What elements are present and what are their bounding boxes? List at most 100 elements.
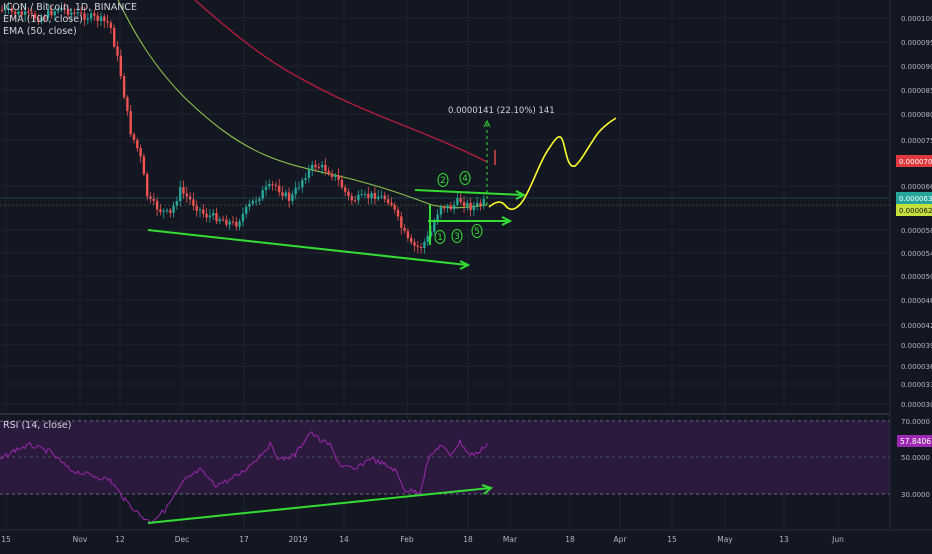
lower-trendline[interactable] — [147, 229, 468, 266]
price-axis[interactable] — [890, 0, 932, 530]
candle-body — [182, 187, 185, 194]
candle-body — [443, 207, 446, 209]
candle-body — [30, 12, 33, 14]
candle-body — [132, 134, 136, 140]
candle-body — [103, 16, 106, 22]
wave-1-marker[interactable] — [434, 230, 446, 244]
rsi-trendline[interactable] — [147, 484, 493, 524]
candle-body — [278, 185, 281, 193]
candle-body — [291, 194, 294, 201]
wave-labels[interactable] — [434, 171, 483, 244]
rsi-badge-value: 57.8406 — [900, 437, 931, 446]
candle-body — [116, 46, 119, 56]
candle-body — [307, 169, 311, 179]
candle-body — [212, 213, 215, 216]
time-tick-label: 15 — [667, 535, 677, 544]
price-tick-label: 0.0000330 — [901, 381, 932, 389]
candle-body — [73, 12, 76, 14]
candle-body — [380, 195, 383, 197]
candle-body — [136, 139, 139, 149]
candle-body — [287, 192, 291, 201]
candle-body — [53, 11, 56, 16]
candle-body — [396, 209, 400, 217]
chart-legend: ICON / Bitcoin, 1D, BINANCE EMA (100, cl… — [3, 2, 137, 38]
time-axis[interactable]: 15 Nov 12 Dec 17 2019 14 Feb 18 Mar 18 Apr 15 May 13 Ju… — [1, 535, 844, 544]
projection-path[interactable] — [488, 117, 617, 211]
wave-2-marker[interactable] — [437, 173, 449, 187]
wave-4-marker[interactable] — [459, 171, 471, 185]
candle-body — [172, 205, 175, 213]
candle-body — [353, 200, 357, 202]
wave-5-marker[interactable] — [471, 224, 483, 238]
rsi-legend[interactable]: RSI (14, close) — [3, 420, 72, 431]
channel-upper-line[interactable] — [414, 189, 524, 196]
candle-body — [10, 8, 14, 12]
candle-body — [251, 200, 254, 204]
price-axis-ticks: 0.0001000 0.0000950 0.0000900 0.0000850 0.00… — [901, 15, 932, 409]
candle-body — [63, 8, 66, 10]
ema50-legend[interactable]: EMA (50, close) — [3, 26, 77, 37]
channel-lower-arrowhead — [501, 216, 513, 226]
rsi-divergence-line[interactable] — [147, 487, 491, 524]
price-badge-value: 0.0000637 — [899, 195, 932, 203]
candle-body — [324, 164, 327, 172]
price-tick-label: 0.0000302 — [901, 401, 932, 409]
rsi-line[interactable] — [0, 430, 488, 525]
price-tick-label: 0.0000750 — [901, 137, 932, 145]
time-tick-label: Mar — [503, 535, 518, 544]
wave-3-label: 3 — [454, 232, 460, 242]
candle-body — [367, 194, 370, 198]
price-tick-label: 0.0000580 — [901, 227, 932, 235]
ema100-line[interactable] — [194, 0, 488, 163]
candle-body — [317, 167, 320, 169]
candle-body — [320, 164, 324, 168]
candle-body — [261, 190, 264, 199]
price-tick-label: 0.0000950 — [901, 39, 932, 47]
price-tick-label: 0.0000660 — [901, 183, 932, 191]
rsi-badge-bg — [897, 435, 932, 447]
candle-body — [284, 192, 287, 197]
candle-body — [423, 241, 426, 248]
candle-body — [20, 11, 23, 15]
candle-body — [403, 227, 406, 231]
candle-body — [258, 198, 261, 201]
candle-body — [159, 209, 162, 212]
price-badge-value: 0.0000624 — [899, 207, 932, 215]
candle-body — [23, 11, 27, 15]
candle-body — [334, 175, 337, 178]
wave-3-marker[interactable] — [451, 229, 463, 243]
rsi-tick-label: 30.0000 — [901, 491, 930, 499]
candle-body — [113, 27, 116, 47]
trendline-annotations[interactable] — [147, 189, 527, 270]
candle-body — [416, 245, 419, 248]
price-tick-label: 0.0000900 — [901, 63, 932, 71]
candle-body — [476, 202, 479, 206]
candle-body — [264, 186, 268, 191]
candle-body — [274, 184, 278, 186]
time-tick-label: Feb — [400, 535, 414, 544]
candle-body — [70, 12, 73, 15]
candle-body — [281, 192, 284, 197]
candle-body — [410, 237, 413, 243]
rsi-badge-group: 57.8406 — [897, 435, 932, 447]
candle-body — [245, 206, 248, 214]
candle-body — [122, 76, 126, 98]
ema100-legend[interactable]: EMA (100, close) — [3, 14, 83, 25]
price-tick-label: 0.0001000 — [901, 15, 932, 23]
candle-body — [47, 10, 50, 18]
candle-body — [218, 219, 221, 222]
candle-body — [165, 210, 169, 212]
symbol-title[interactable]: ICON / Bitcoin, 1D, BINANCE — [3, 2, 137, 13]
candle-body — [439, 207, 443, 215]
candle-body — [400, 216, 403, 228]
candle-body — [459, 198, 462, 203]
candle-body — [479, 202, 482, 206]
time-tick-label: Dec — [175, 535, 190, 544]
candle-body — [344, 187, 347, 192]
rsi-tick-label: 50.0000 — [901, 454, 930, 462]
candle-body — [208, 215, 212, 218]
time-tick-label: 14 — [339, 535, 349, 544]
candle-body — [271, 184, 274, 186]
